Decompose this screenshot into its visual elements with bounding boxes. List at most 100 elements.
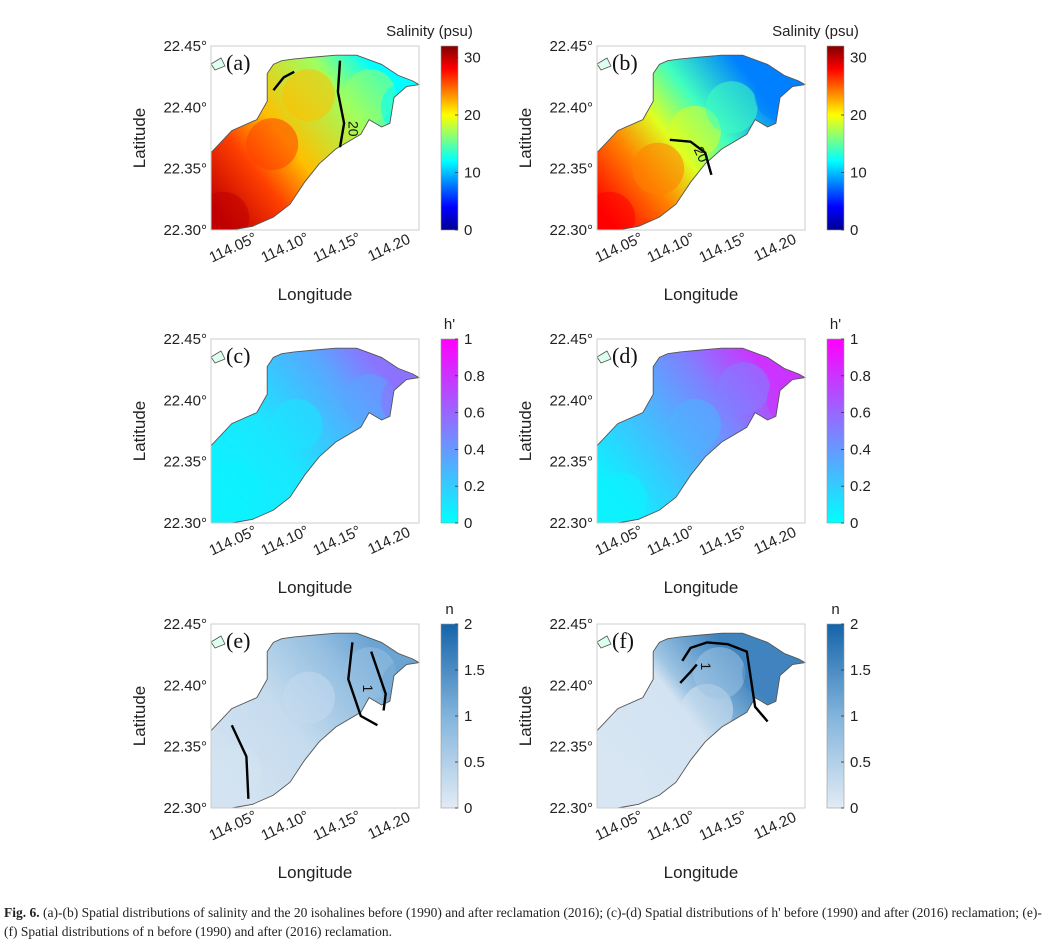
coastline: [596, 347, 807, 524]
colorbar-tick-label: 0.8: [850, 368, 871, 385]
colorbar-tick-label: 10: [850, 165, 867, 182]
colorbar-label: n: [445, 601, 453, 618]
x-tick-label: 114.10°: [645, 807, 698, 844]
colorbar-label: n: [831, 601, 839, 618]
colorbar-tick-label: 30: [464, 50, 481, 67]
coastline: [596, 632, 807, 809]
coastline: [210, 347, 421, 524]
x-tick-label: 114.10°: [645, 522, 698, 559]
x-tick-label: 114.20: [365, 809, 413, 843]
x-tick-label: 114.15°: [311, 522, 364, 559]
y-tick-label: 22.40°: [163, 99, 207, 116]
x-axis-label: Longitude: [278, 578, 353, 597]
colorbar-tick-label: 1.5: [464, 662, 485, 679]
field-point: [282, 671, 335, 724]
y-tick-label: 22.45°: [163, 38, 207, 55]
y-tick-label: 22.35°: [163, 739, 207, 756]
coastline: [596, 54, 807, 231]
y-tick-label: 22.30°: [163, 222, 207, 239]
field-point: [668, 105, 721, 158]
y-tick-label: 22.35°: [549, 739, 593, 756]
field-point: [632, 142, 685, 195]
x-tick-label: 114.15°: [311, 807, 364, 844]
x-tick-label: 114.10°: [259, 807, 312, 844]
colorbar-tick-label: 1: [464, 331, 472, 348]
y-tick-label: 22.45°: [163, 331, 207, 348]
y-tick-label: 22.40°: [163, 392, 207, 409]
y-tick-label: 22.45°: [549, 616, 593, 633]
contour-line: [669, 138, 713, 176]
y-tick-label: 22.40°: [549, 392, 593, 409]
colorbar-label: Salinity (psu): [772, 23, 859, 40]
y-tick-label: 22.40°: [163, 677, 207, 694]
contour-line: [272, 70, 295, 91]
x-tick-label: 114.20: [751, 524, 799, 558]
island-marker: [210, 635, 226, 649]
y-tick-label: 22.35°: [549, 454, 593, 471]
colorbar-tick-label: 0.6: [464, 405, 485, 422]
colorbar-tick-label: 0.4: [850, 441, 871, 458]
contour-label: 1: [360, 685, 376, 693]
y-tick-label: 22.40°: [549, 99, 593, 116]
y-axis-label: Latitude: [130, 108, 149, 169]
x-axis-label: Longitude: [278, 863, 353, 882]
colorbar-tick-label: 2: [850, 616, 858, 633]
caption-text: (a)-(b) Spatial distributions of salinit…: [4, 905, 1042, 939]
colorbar-tick-label: 1: [464, 708, 472, 725]
colorbar: [440, 45, 459, 231]
y-tick-label: 22.35°: [163, 454, 207, 471]
island-marker: [596, 635, 612, 649]
island-marker: [596, 350, 612, 364]
field-point: [282, 69, 335, 122]
y-axis-label: Latitude: [516, 401, 535, 462]
field-point: [705, 81, 758, 134]
colorbar-tick-label: 1: [850, 708, 858, 725]
panel-c: (c) 22.30° 22.35° 22.40° 22.45° 114.05°114.10…: [130, 316, 485, 597]
colorbar-tick-label: 0: [464, 222, 472, 239]
contour-label: 20: [345, 121, 361, 137]
colorbar-tick-label: 2: [464, 616, 472, 633]
contour-line: [230, 724, 250, 799]
colorbar-tick-label: 0.8: [464, 368, 485, 385]
island-marker: [596, 57, 612, 71]
y-tick-label: 22.40°: [549, 677, 593, 694]
field-point: [717, 362, 770, 415]
contour-line: [679, 663, 698, 684]
field-point: [270, 398, 323, 451]
panel-label: (f): [612, 628, 634, 653]
panel-label: (d): [612, 343, 638, 368]
field-point: [211, 191, 250, 231]
figure: 20(a)22.30°22.35°22.40°22.45°114.05°114.…: [130, 23, 871, 882]
colorbar: [826, 338, 845, 524]
y-tick-label: 22.30°: [163, 515, 207, 532]
contour-line: [347, 642, 378, 727]
x-tick-label: 114.10°: [259, 522, 312, 559]
x-tick-label: 114.05°: [593, 522, 646, 559]
axes-box: [596, 45, 806, 231]
x-tick-label: 114.20: [751, 231, 799, 265]
field-point: [668, 398, 721, 451]
panel-label: (e): [226, 628, 250, 653]
y-axis-label: Latitude: [516, 686, 535, 747]
colorbar-tick-label: 0: [464, 800, 472, 817]
x-axis-label: Longitude: [664, 578, 739, 597]
colorbar-tick-label: 0: [850, 800, 858, 817]
field-point: [597, 472, 648, 523]
y-axis-label: Latitude: [130, 686, 149, 747]
caption-label: Fig. 6.: [4, 905, 40, 920]
x-tick-label: 114.15°: [697, 229, 750, 266]
field-point: [597, 757, 648, 808]
y-tick-label: 22.30°: [549, 222, 593, 239]
axes-box: [596, 623, 806, 809]
y-tick-label: 22.45°: [163, 616, 207, 633]
x-tick-label: 114.15°: [697, 807, 750, 844]
field-point: [211, 745, 262, 798]
field-point: [246, 118, 299, 171]
y-tick-label: 22.30°: [549, 515, 593, 532]
colorbar-tick-label: 30: [850, 50, 867, 67]
colorbar-tick-label: 0: [464, 515, 472, 532]
axes-box: [596, 338, 806, 524]
contour-line: [370, 651, 387, 711]
x-tick-label: 114.05°: [593, 229, 646, 266]
x-axis-label: Longitude: [278, 285, 353, 304]
